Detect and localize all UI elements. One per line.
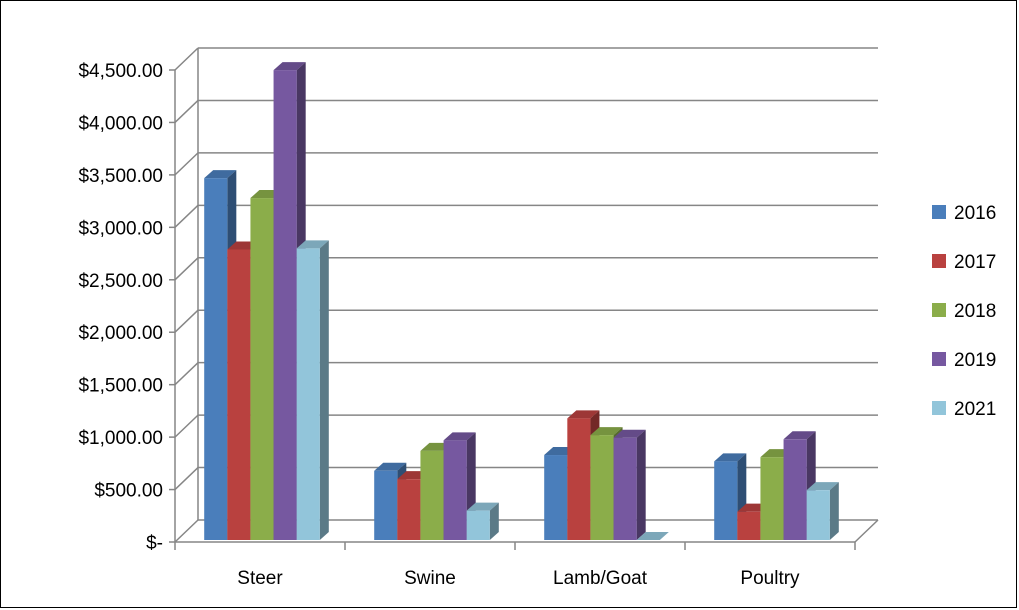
gridline-side <box>174 204 199 228</box>
x-tick-label: Swine <box>404 568 456 589</box>
bar-top <box>296 240 329 249</box>
gridline-side <box>174 414 199 438</box>
bar <box>466 502 499 540</box>
bar-front <box>783 439 807 540</box>
bar-front <box>737 511 761 540</box>
bar-side <box>319 240 329 541</box>
legend-label: 2017 <box>954 252 996 273</box>
gridline-side <box>174 47 199 71</box>
gridline-side <box>174 519 199 543</box>
bar-side <box>829 482 839 540</box>
bar-front <box>806 490 830 540</box>
bar <box>636 532 669 540</box>
bar-front <box>296 248 320 541</box>
bar-front <box>443 440 467 540</box>
bar-front <box>714 461 738 540</box>
y-tick-label: $1,500.00 <box>78 376 163 397</box>
x-tick-label: Poultry <box>740 568 800 589</box>
y-tick-label: $3,500.00 <box>78 166 163 187</box>
bar-top <box>204 170 237 179</box>
y-tick-label: $- <box>146 533 163 554</box>
axes <box>169 48 879 550</box>
legend-swatch <box>932 401 946 415</box>
bar-top <box>613 429 646 438</box>
bar-front <box>227 249 251 541</box>
bar-front <box>466 510 490 540</box>
bar-front <box>613 437 637 540</box>
bar-top <box>567 410 600 419</box>
gridline-side <box>174 309 199 333</box>
bar <box>296 240 329 541</box>
bar-side <box>636 429 646 540</box>
bar <box>806 482 839 540</box>
y-tick-label: $1,000.00 <box>78 428 163 449</box>
bar-top <box>636 532 669 540</box>
legend-label: 2016 <box>954 203 996 224</box>
bar-front <box>760 457 784 540</box>
legend-label: 2019 <box>954 350 996 371</box>
gridline-side <box>174 467 199 491</box>
bar-front <box>204 178 228 540</box>
floor-edge <box>854 519 879 543</box>
y-tick-label: $2,000.00 <box>78 323 163 344</box>
bar-front <box>273 70 297 540</box>
gridline-side <box>174 152 199 176</box>
legend-swatch <box>932 254 946 268</box>
bar-top <box>806 482 839 491</box>
y-tick-label: $4,000.00 <box>78 113 163 134</box>
gridline-side <box>174 257 199 281</box>
bar-front <box>397 479 421 540</box>
gridline-side <box>174 362 199 386</box>
bar-top <box>783 431 816 440</box>
legend-label: 2021 <box>954 399 996 420</box>
legend-swatch <box>932 303 946 317</box>
gridline-side <box>174 99 199 123</box>
x-tick-label: Lamb/Goat <box>553 568 648 589</box>
legend-label: 2018 <box>954 301 996 322</box>
bar-front <box>544 455 568 540</box>
bar-front <box>420 450 444 540</box>
bar <box>613 429 646 540</box>
bar-front <box>567 418 591 540</box>
bar-front <box>374 470 398 540</box>
bar-top <box>443 432 476 441</box>
bar-front <box>590 435 614 540</box>
y-tick-label: $3,000.00 <box>78 218 163 239</box>
x-tick-label: Steer <box>237 568 283 589</box>
bar-top <box>590 427 623 436</box>
legend-swatch <box>932 205 946 219</box>
bar-top <box>273 62 306 71</box>
bars <box>204 62 839 541</box>
legend: 2016 2017 2018 2019 2021 <box>932 203 996 420</box>
bar-top <box>714 453 747 462</box>
bar-front <box>250 198 274 540</box>
bar-top <box>374 462 407 471</box>
y-tick-label: $2,500.00 <box>78 271 163 292</box>
axis-labels: $- $500.00 $1,000.00 $1,500.00 $2,000.00 $2,5… <box>78 61 800 589</box>
y-tick-label: $4,500.00 <box>78 61 163 82</box>
bar-side <box>489 502 499 540</box>
legend-swatch <box>932 352 946 366</box>
bar-top <box>466 502 499 511</box>
y-tick-label: $500.00 <box>94 481 163 502</box>
